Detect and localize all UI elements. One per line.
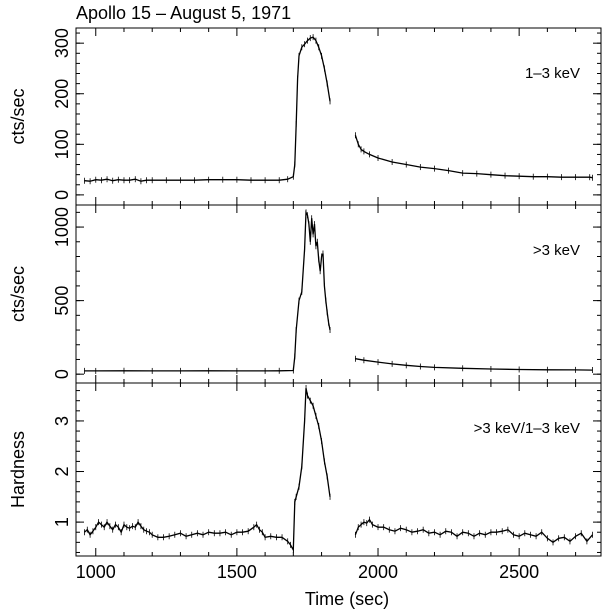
x-tick-label: 1000 [76,562,116,582]
x-axis-title: Time (sec) [305,589,389,609]
y-tick-label: 100 [52,129,72,159]
panel-frame [75,27,602,206]
series-line-2 [354,135,593,179]
y-tick-label: 3 [52,416,72,426]
panel-1: 0 100 200 300 cts/sec 1–3 keV [8,27,602,206]
y-axis-title: cts/sec [8,266,28,322]
panel-label: >3 keV/1–3 keV [474,420,580,437]
y-tick-label: 1 [52,517,72,527]
panel-2: 0 500 1000 cts/sec >3 keV [8,204,602,384]
y-tick-label: 0 [52,369,72,379]
series-line-1 [84,209,331,372]
y-tick-label: 2 [52,467,72,477]
series-line-2 [354,518,593,544]
panel-3: 1 2 3 Hardness >3 keV/1–3 keV 1000 1500 2000 250… [8,382,602,582]
chart-title: Apollo 15 – August 5, 1971 [76,3,291,23]
panel-frame [75,382,602,557]
y-tick-label: 1000 [52,207,72,247]
y-tick-label: 0 [52,190,72,200]
series-line-2 [355,358,593,371]
x-tick-label: 2000 [358,562,398,582]
chart-panels: 0 100 200 300 cts/sec 1–3 keV 0 500 1000 cts/sec >… [8,27,602,582]
y-tick-label: 500 [52,286,72,316]
y-tick-label: 300 [52,28,72,58]
panel-label: >3 keV [533,242,580,259]
x-tick-label: 2500 [499,562,539,582]
y-tick-label: 200 [52,79,72,109]
panel-label: 1–3 keV [525,65,580,82]
y-axis-title: Hardness [8,431,28,508]
panel-frame [75,204,602,384]
x-tick-label: 1500 [217,562,257,582]
series-line-1 [84,36,331,182]
series-line-1 [84,387,331,553]
y-axis-title: cts/sec [8,88,28,144]
